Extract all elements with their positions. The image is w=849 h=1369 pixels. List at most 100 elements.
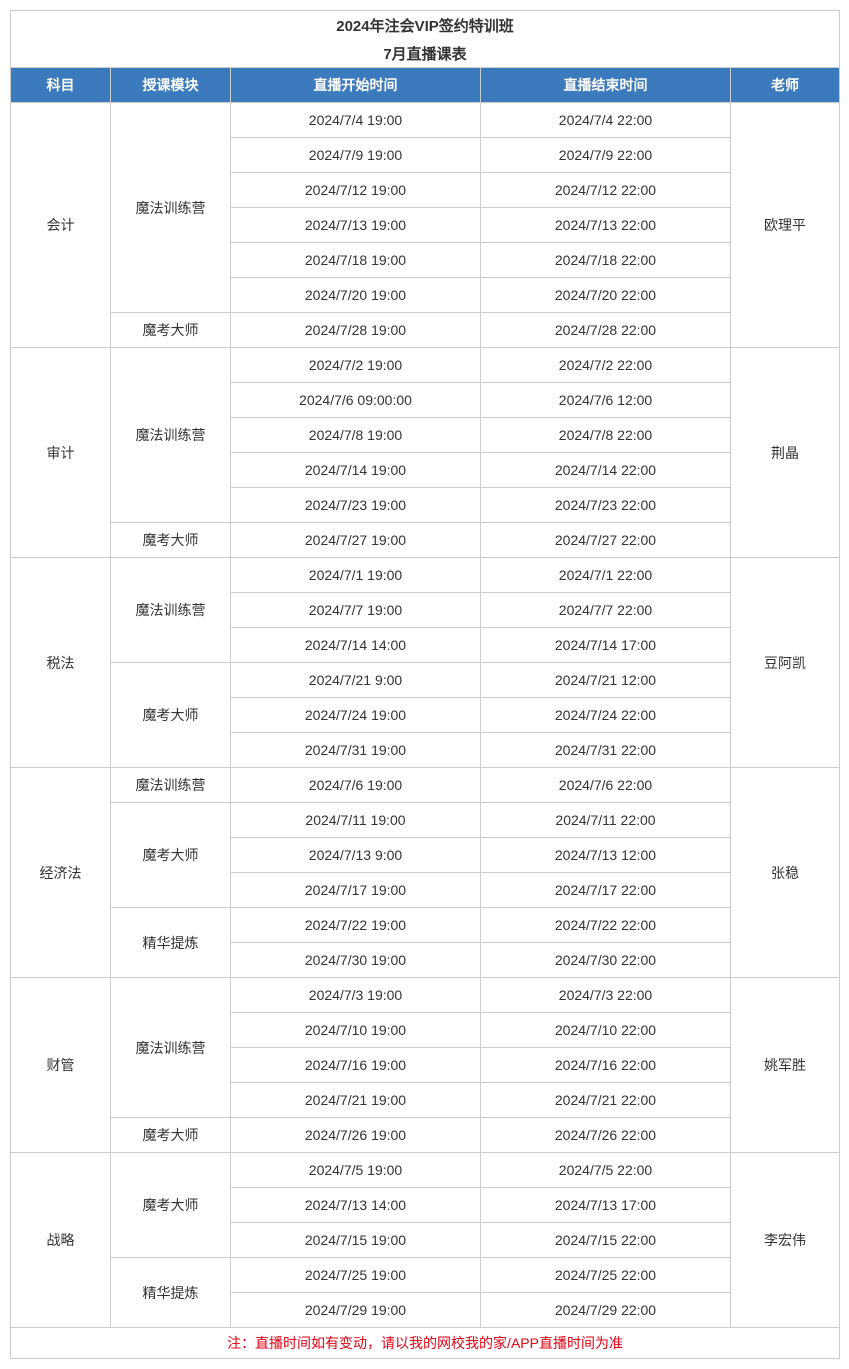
schedule-table: 2024年注会VIP签约特训班 7月直播课表 科目 授课模块 直播开始时间 直播… (10, 10, 840, 1359)
module-cell: 魔法训练营 (111, 558, 231, 663)
start-time-cell: 2024/7/27 19:00 (231, 523, 481, 558)
module-cell: 魔考大师 (111, 523, 231, 558)
start-time-cell: 2024/7/5 19:00 (231, 1153, 481, 1188)
end-time-cell: 2024/7/25 22:00 (481, 1258, 731, 1293)
start-time-cell: 2024/7/4 19:00 (231, 103, 481, 138)
end-time-cell: 2024/7/4 22:00 (481, 103, 731, 138)
subject-cell: 税法 (11, 558, 111, 768)
end-time-cell: 2024/7/29 22:00 (481, 1293, 731, 1328)
header-end: 直播结束时间 (481, 68, 731, 103)
end-time-cell: 2024/7/15 22:00 (481, 1223, 731, 1258)
teacher-cell: 张稳 (731, 768, 840, 978)
start-time-cell: 2024/7/10 19:00 (231, 1013, 481, 1048)
title-row-2: 7月直播课表 (11, 39, 840, 68)
start-time-cell: 2024/7/30 19:00 (231, 943, 481, 978)
end-time-cell: 2024/7/5 22:00 (481, 1153, 731, 1188)
start-time-cell: 2024/7/6 09:00:00 (231, 383, 481, 418)
end-time-cell: 2024/7/1 22:00 (481, 558, 731, 593)
end-time-cell: 2024/7/24 22:00 (481, 698, 731, 733)
table-row: 审计魔法训练营2024/7/2 19:002024/7/2 22:00荆晶 (11, 348, 840, 383)
end-time-cell: 2024/7/14 17:00 (481, 628, 731, 663)
footer-note: 注：直播时间如有变动，请以我的网校我的家/APP直播时间为准 (11, 1328, 840, 1359)
table-row: 经济法魔法训练营2024/7/6 19:002024/7/6 22:00张稳 (11, 768, 840, 803)
subject-cell: 会计 (11, 103, 111, 348)
start-time-cell: 2024/7/3 19:00 (231, 978, 481, 1013)
start-time-cell: 2024/7/20 19:00 (231, 278, 481, 313)
start-time-cell: 2024/7/29 19:00 (231, 1293, 481, 1328)
subject-cell: 战略 (11, 1153, 111, 1328)
start-time-cell: 2024/7/11 19:00 (231, 803, 481, 838)
teacher-cell: 姚军胜 (731, 978, 840, 1153)
title-line1: 2024年注会VIP签约特训班 (11, 11, 840, 40)
end-time-cell: 2024/7/14 22:00 (481, 453, 731, 488)
table-row: 魔考大师2024/7/26 19:002024/7/26 22:00 (11, 1118, 840, 1153)
start-time-cell: 2024/7/23 19:00 (231, 488, 481, 523)
end-time-cell: 2024/7/6 12:00 (481, 383, 731, 418)
subject-cell: 财管 (11, 978, 111, 1153)
start-time-cell: 2024/7/1 19:00 (231, 558, 481, 593)
end-time-cell: 2024/7/21 12:00 (481, 663, 731, 698)
start-time-cell: 2024/7/22 19:00 (231, 908, 481, 943)
table-row: 会计魔法训练营2024/7/4 19:002024/7/4 22:00欧理平 (11, 103, 840, 138)
header-module: 授课模块 (111, 68, 231, 103)
module-cell: 魔法训练营 (111, 103, 231, 313)
module-cell: 精华提炼 (111, 1258, 231, 1328)
end-time-cell: 2024/7/13 17:00 (481, 1188, 731, 1223)
end-time-cell: 2024/7/27 22:00 (481, 523, 731, 558)
header-subject: 科目 (11, 68, 111, 103)
teacher-cell: 荆晶 (731, 348, 840, 558)
module-cell: 魔法训练营 (111, 768, 231, 803)
end-time-cell: 2024/7/11 22:00 (481, 803, 731, 838)
end-time-cell: 2024/7/2 22:00 (481, 348, 731, 383)
header-row: 科目 授课模块 直播开始时间 直播结束时间 老师 (11, 68, 840, 103)
end-time-cell: 2024/7/22 22:00 (481, 908, 731, 943)
start-time-cell: 2024/7/13 14:00 (231, 1188, 481, 1223)
module-cell: 魔法训练营 (111, 348, 231, 523)
title-row-1: 2024年注会VIP签约特训班 (11, 11, 840, 40)
end-time-cell: 2024/7/23 22:00 (481, 488, 731, 523)
start-time-cell: 2024/7/21 19:00 (231, 1083, 481, 1118)
start-time-cell: 2024/7/13 19:00 (231, 208, 481, 243)
start-time-cell: 2024/7/14 14:00 (231, 628, 481, 663)
module-cell: 魔考大师 (111, 1153, 231, 1258)
start-time-cell: 2024/7/21 9:00 (231, 663, 481, 698)
start-time-cell: 2024/7/26 19:00 (231, 1118, 481, 1153)
start-time-cell: 2024/7/7 19:00 (231, 593, 481, 628)
module-cell: 魔考大师 (111, 803, 231, 908)
table-row: 财管魔法训练营2024/7/3 19:002024/7/3 22:00姚军胜 (11, 978, 840, 1013)
module-cell: 精华提炼 (111, 908, 231, 978)
header-start: 直播开始时间 (231, 68, 481, 103)
end-time-cell: 2024/7/9 22:00 (481, 138, 731, 173)
end-time-cell: 2024/7/3 22:00 (481, 978, 731, 1013)
end-time-cell: 2024/7/10 22:00 (481, 1013, 731, 1048)
end-time-cell: 2024/7/6 22:00 (481, 768, 731, 803)
end-time-cell: 2024/7/13 12:00 (481, 838, 731, 873)
end-time-cell: 2024/7/21 22:00 (481, 1083, 731, 1118)
end-time-cell: 2024/7/26 22:00 (481, 1118, 731, 1153)
table-row: 魔考大师2024/7/27 19:002024/7/27 22:00 (11, 523, 840, 558)
table-row: 税法魔法训练营2024/7/1 19:002024/7/1 22:00豆阿凯 (11, 558, 840, 593)
start-time-cell: 2024/7/12 19:00 (231, 173, 481, 208)
start-time-cell: 2024/7/18 19:00 (231, 243, 481, 278)
start-time-cell: 2024/7/15 19:00 (231, 1223, 481, 1258)
teacher-cell: 欧理平 (731, 103, 840, 348)
header-teacher: 老师 (731, 68, 840, 103)
start-time-cell: 2024/7/8 19:00 (231, 418, 481, 453)
table-row: 战略魔考大师2024/7/5 19:002024/7/5 22:00李宏伟 (11, 1153, 840, 1188)
start-time-cell: 2024/7/28 19:00 (231, 313, 481, 348)
table-row: 魔考大师2024/7/21 9:002024/7/21 12:00 (11, 663, 840, 698)
start-time-cell: 2024/7/13 9:00 (231, 838, 481, 873)
module-cell: 魔法训练营 (111, 978, 231, 1118)
start-time-cell: 2024/7/9 19:00 (231, 138, 481, 173)
table-row: 魔考大师2024/7/11 19:002024/7/11 22:00 (11, 803, 840, 838)
end-time-cell: 2024/7/31 22:00 (481, 733, 731, 768)
module-cell: 魔考大师 (111, 663, 231, 768)
subject-cell: 审计 (11, 348, 111, 558)
start-time-cell: 2024/7/6 19:00 (231, 768, 481, 803)
end-time-cell: 2024/7/12 22:00 (481, 173, 731, 208)
start-time-cell: 2024/7/24 19:00 (231, 698, 481, 733)
table-row: 精华提炼2024/7/22 19:002024/7/22 22:00 (11, 908, 840, 943)
start-time-cell: 2024/7/16 19:00 (231, 1048, 481, 1083)
start-time-cell: 2024/7/31 19:00 (231, 733, 481, 768)
end-time-cell: 2024/7/16 22:00 (481, 1048, 731, 1083)
